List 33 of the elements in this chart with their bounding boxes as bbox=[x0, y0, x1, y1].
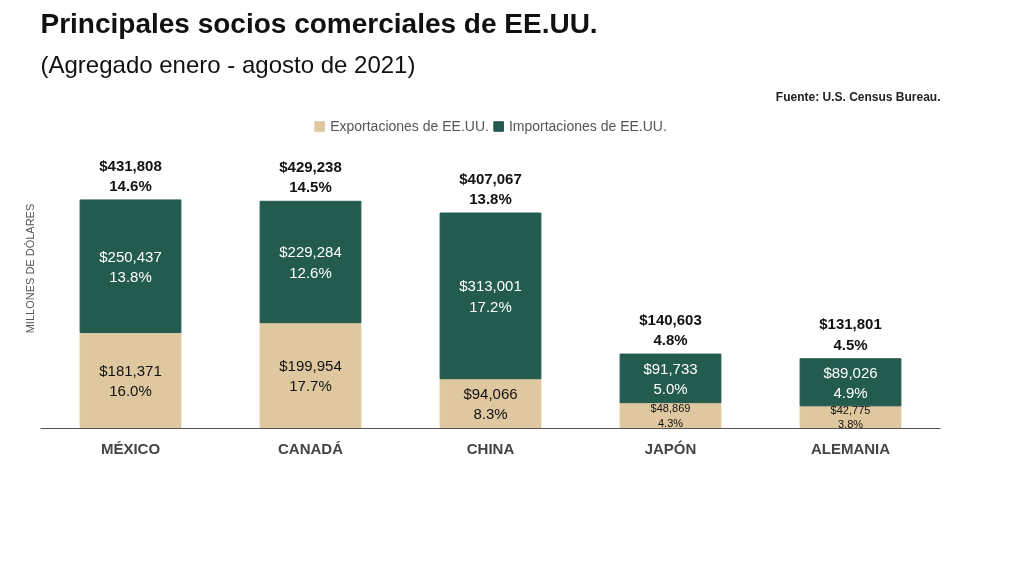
data-label: $89,026 4.9% bbox=[823, 363, 878, 401]
chart-title: Principales socios comerciales de EE.UU. bbox=[40, 7, 598, 39]
data-label: $91,733 5.0% bbox=[643, 359, 698, 398]
data-label: $42,775 3.8% bbox=[830, 403, 871, 431]
x-tick-label: CANADÁ bbox=[278, 439, 344, 457]
total-label: $429,238 14.5% bbox=[279, 157, 342, 196]
x-tick-label: CHINA bbox=[466, 439, 515, 457]
y-axis-title: MILLONES DE DÓLARES bbox=[23, 203, 36, 334]
bar bbox=[79, 199, 182, 333]
data-label: $313,001 17.2% bbox=[459, 277, 522, 315]
x-tick-label: ALEMANIA bbox=[810, 439, 891, 457]
bar bbox=[259, 200, 362, 324]
bar bbox=[79, 331, 182, 429]
data-label: $199,954 17.7% bbox=[279, 356, 342, 395]
x-tick-label: MÉXICO bbox=[100, 439, 161, 457]
legend-label: Exportaciones de EE.UU. bbox=[330, 118, 489, 134]
total-label: $407,067 13.8% bbox=[459, 169, 522, 208]
total-label: $131,801 4.5% bbox=[819, 315, 882, 353]
chart-subtitle: (Agregado enero - agosto de 2021) bbox=[40, 50, 416, 78]
data-label: $48,869 4.3% bbox=[650, 402, 691, 429]
data-label: $181,371 16.0% bbox=[99, 361, 162, 400]
data-label: $250,437 13.8% bbox=[99, 247, 162, 285]
legend-label: Importaciones de EE.UU. bbox=[508, 118, 667, 134]
total-label: $431,808 14.6% bbox=[99, 156, 162, 194]
data-label: $229,284 12.6% bbox=[279, 243, 342, 281]
bar bbox=[439, 212, 542, 380]
bar bbox=[619, 353, 722, 404]
bar bbox=[799, 358, 902, 407]
total-label: $140,603 4.8% bbox=[639, 310, 702, 349]
data-label: $94,066 8.3% bbox=[463, 384, 518, 423]
bar bbox=[259, 322, 362, 429]
source-note: Fuente: U.S. Census Bureau. bbox=[775, 89, 941, 104]
x-tick-label: JAPÓN bbox=[644, 439, 697, 457]
